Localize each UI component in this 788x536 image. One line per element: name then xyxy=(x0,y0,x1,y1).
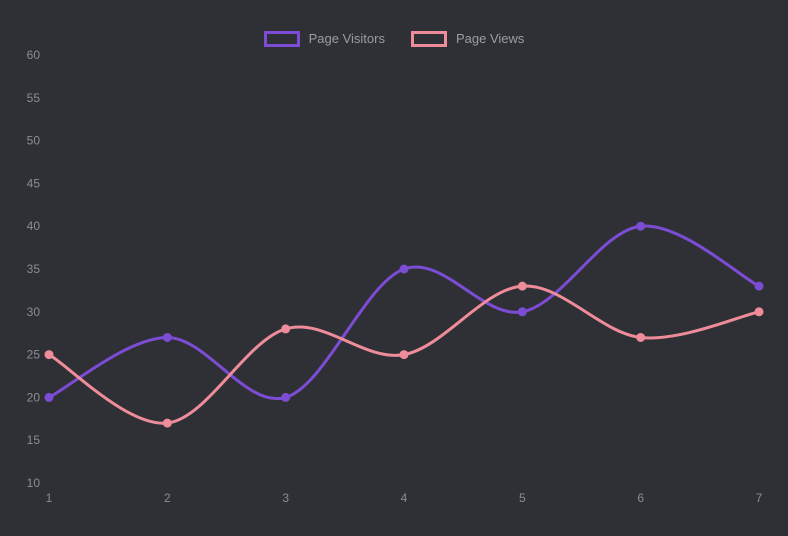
x-axis-tick-label: 6 xyxy=(637,491,644,505)
legend-swatch-page-views-icon xyxy=(410,31,447,47)
x-axis-tick-label: 5 xyxy=(519,491,526,505)
legend-label-page-views: Page Views xyxy=(455,31,525,46)
y-axis-tick-label: 10 xyxy=(27,476,41,490)
data-point-page-visitors[interactable] xyxy=(399,264,409,274)
data-point-page-visitors[interactable] xyxy=(517,307,527,317)
y-axis-tick-label: 50 xyxy=(27,134,41,148)
x-axis-tick-label: 4 xyxy=(401,491,408,505)
data-point-page-visitors[interactable] xyxy=(162,332,172,342)
data-point-page-visitors[interactable] xyxy=(636,221,646,231)
data-point-page-views[interactable] xyxy=(399,350,409,360)
data-point-page-views[interactable] xyxy=(754,307,764,317)
y-axis-tick-label: 15 xyxy=(27,433,41,447)
x-axis-tick-label: 1 xyxy=(46,491,53,505)
data-point-page-views[interactable] xyxy=(44,350,54,360)
y-axis-tick-label: 25 xyxy=(27,348,41,362)
data-point-page-views[interactable] xyxy=(281,324,291,334)
data-point-page-visitors[interactable] xyxy=(44,392,54,402)
legend-label-page-visitors: Page Visitors xyxy=(308,31,385,46)
legend-swatch-page-visitors-icon xyxy=(263,31,300,47)
y-axis-tick-label: 30 xyxy=(27,305,41,319)
legend-item-page-views[interactable]: Page Views xyxy=(410,31,525,47)
legend-item-page-visitors[interactable]: Page Visitors xyxy=(263,31,385,47)
x-axis-tick-label: 7 xyxy=(756,491,763,505)
y-axis-tick-label: 60 xyxy=(27,48,41,62)
chart-legend: Page Visitors Page Views xyxy=(0,31,788,47)
series-line-page-visitors xyxy=(47,224,761,401)
y-axis-tick-label: 35 xyxy=(27,262,41,276)
data-point-page-views[interactable] xyxy=(162,418,172,428)
data-point-page-views[interactable] xyxy=(636,332,646,342)
x-axis-tick-label: 2 xyxy=(164,491,171,505)
y-axis-tick-label: 45 xyxy=(27,176,41,190)
x-axis-tick-label: 3 xyxy=(282,491,289,505)
y-axis-tick-label: 40 xyxy=(27,219,41,233)
data-point-page-views[interactable] xyxy=(517,281,527,291)
data-point-page-visitors[interactable] xyxy=(754,281,764,291)
data-point-page-visitors[interactable] xyxy=(281,392,291,402)
y-axis-tick-label: 55 xyxy=(27,91,41,105)
y-axis-tick-label: 20 xyxy=(27,390,41,404)
